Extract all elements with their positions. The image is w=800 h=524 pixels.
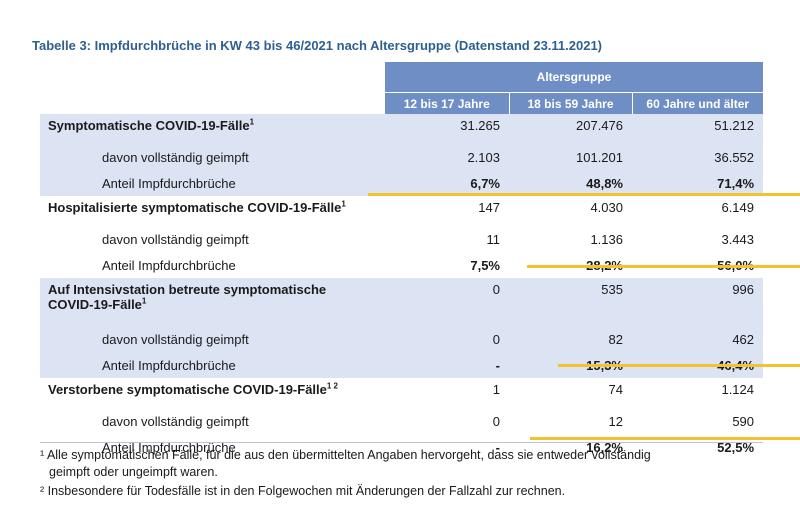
row-label-vaccinated: davon vollständig geimpft xyxy=(40,144,385,170)
table-cell: 16,2% xyxy=(586,439,623,455)
header-altersgruppe: Altersgruppe xyxy=(385,62,764,93)
breakthrough-table: Altersgruppe 12 bis 17 Jahre 18 bis 59 J… xyxy=(40,62,764,460)
section-label-icu: Auf Intensivstation betreute symptomatis… xyxy=(40,278,385,326)
row-label-share: Anteil Impfdurchbrüche xyxy=(102,439,236,455)
table-cell: 12 xyxy=(608,413,623,429)
table-cell: 51.212 xyxy=(632,114,764,144)
row-label-vaccinated: davon vollständig geimpft xyxy=(102,231,249,247)
table-cell: - xyxy=(495,439,500,455)
table-cell: 71,4% xyxy=(632,170,764,196)
table-cell: 0 xyxy=(385,326,509,352)
header-age-12-17: 12 bis 17 Jahre xyxy=(385,92,510,114)
row-label-share: Anteil Impfdurchbrüche xyxy=(102,257,236,273)
highlight-marker xyxy=(558,364,800,367)
row-label-vaccinated: davon vollständig geimpft xyxy=(40,326,385,352)
highlight-marker xyxy=(527,265,800,268)
table-cell: 6,7% xyxy=(385,170,509,196)
table-cell: 7,5% xyxy=(470,257,500,273)
table-cell: 31.265 xyxy=(385,114,509,144)
table-cell: 4.030 xyxy=(590,200,623,215)
table-cell: 462 xyxy=(632,326,764,352)
highlight-marker xyxy=(368,193,800,196)
section-label-hospitalized: Hospitalisierte symptomatische COVID-19-… xyxy=(48,199,346,215)
table-cell: 101.201 xyxy=(509,144,632,170)
table-cell: 147 xyxy=(478,200,500,215)
table-title: Tabelle 3: Impfdurchbrüche in KW 43 bis … xyxy=(32,38,603,53)
row-label-share: Anteil Impfdurchbrüche xyxy=(40,170,385,196)
row-label-share: Anteil Impfdurchbrüche xyxy=(40,352,385,378)
table-cell: 1 xyxy=(492,382,500,397)
table-cell: 3.443 xyxy=(721,231,755,247)
table-cell: - xyxy=(385,352,509,378)
header-blank-2 xyxy=(40,92,385,114)
header-age-18-59: 18 bis 59 Jahre xyxy=(509,92,633,114)
table-cell: 6.149 xyxy=(721,200,755,215)
table-cell: 0 xyxy=(385,278,509,326)
row-label-vaccinated: davon vollständig geimpft xyxy=(102,413,249,429)
table-cell: 36.552 xyxy=(632,144,764,170)
section-label-symptomatic: Symptomatische COVID-19-Fälle1 xyxy=(40,114,385,144)
table-cell: 1.124 xyxy=(721,382,755,397)
table-cell: 52,5% xyxy=(717,439,755,455)
table-cell: 207.476 xyxy=(509,114,632,144)
table-cell: 48,8% xyxy=(509,170,632,196)
footnote-1: ¹ Alle symptomatischen Fälle, für die au… xyxy=(40,448,651,479)
table-cell: 1.136 xyxy=(590,231,623,247)
table-bottom-rule xyxy=(40,442,763,443)
table-cell: 535 xyxy=(509,278,632,326)
footnote-2: ² Insbesondere für Todesfälle ist in den… xyxy=(40,484,566,498)
section-label-deceased: Verstorbene symptomatische COVID-19-Fäll… xyxy=(48,381,338,397)
table-cell: 0 xyxy=(492,413,500,429)
highlight-marker xyxy=(530,437,800,440)
table-cell: 590 xyxy=(732,413,755,429)
table-cell: 74 xyxy=(608,382,623,397)
table-cell: 2.103 xyxy=(385,144,509,170)
table-cell: 996 xyxy=(632,278,764,326)
header-age-60plus: 60 Jahre und älter xyxy=(632,92,764,114)
header-blank xyxy=(40,62,385,93)
table-cell: 11 xyxy=(486,231,501,247)
table-cell: 82 xyxy=(509,326,632,352)
